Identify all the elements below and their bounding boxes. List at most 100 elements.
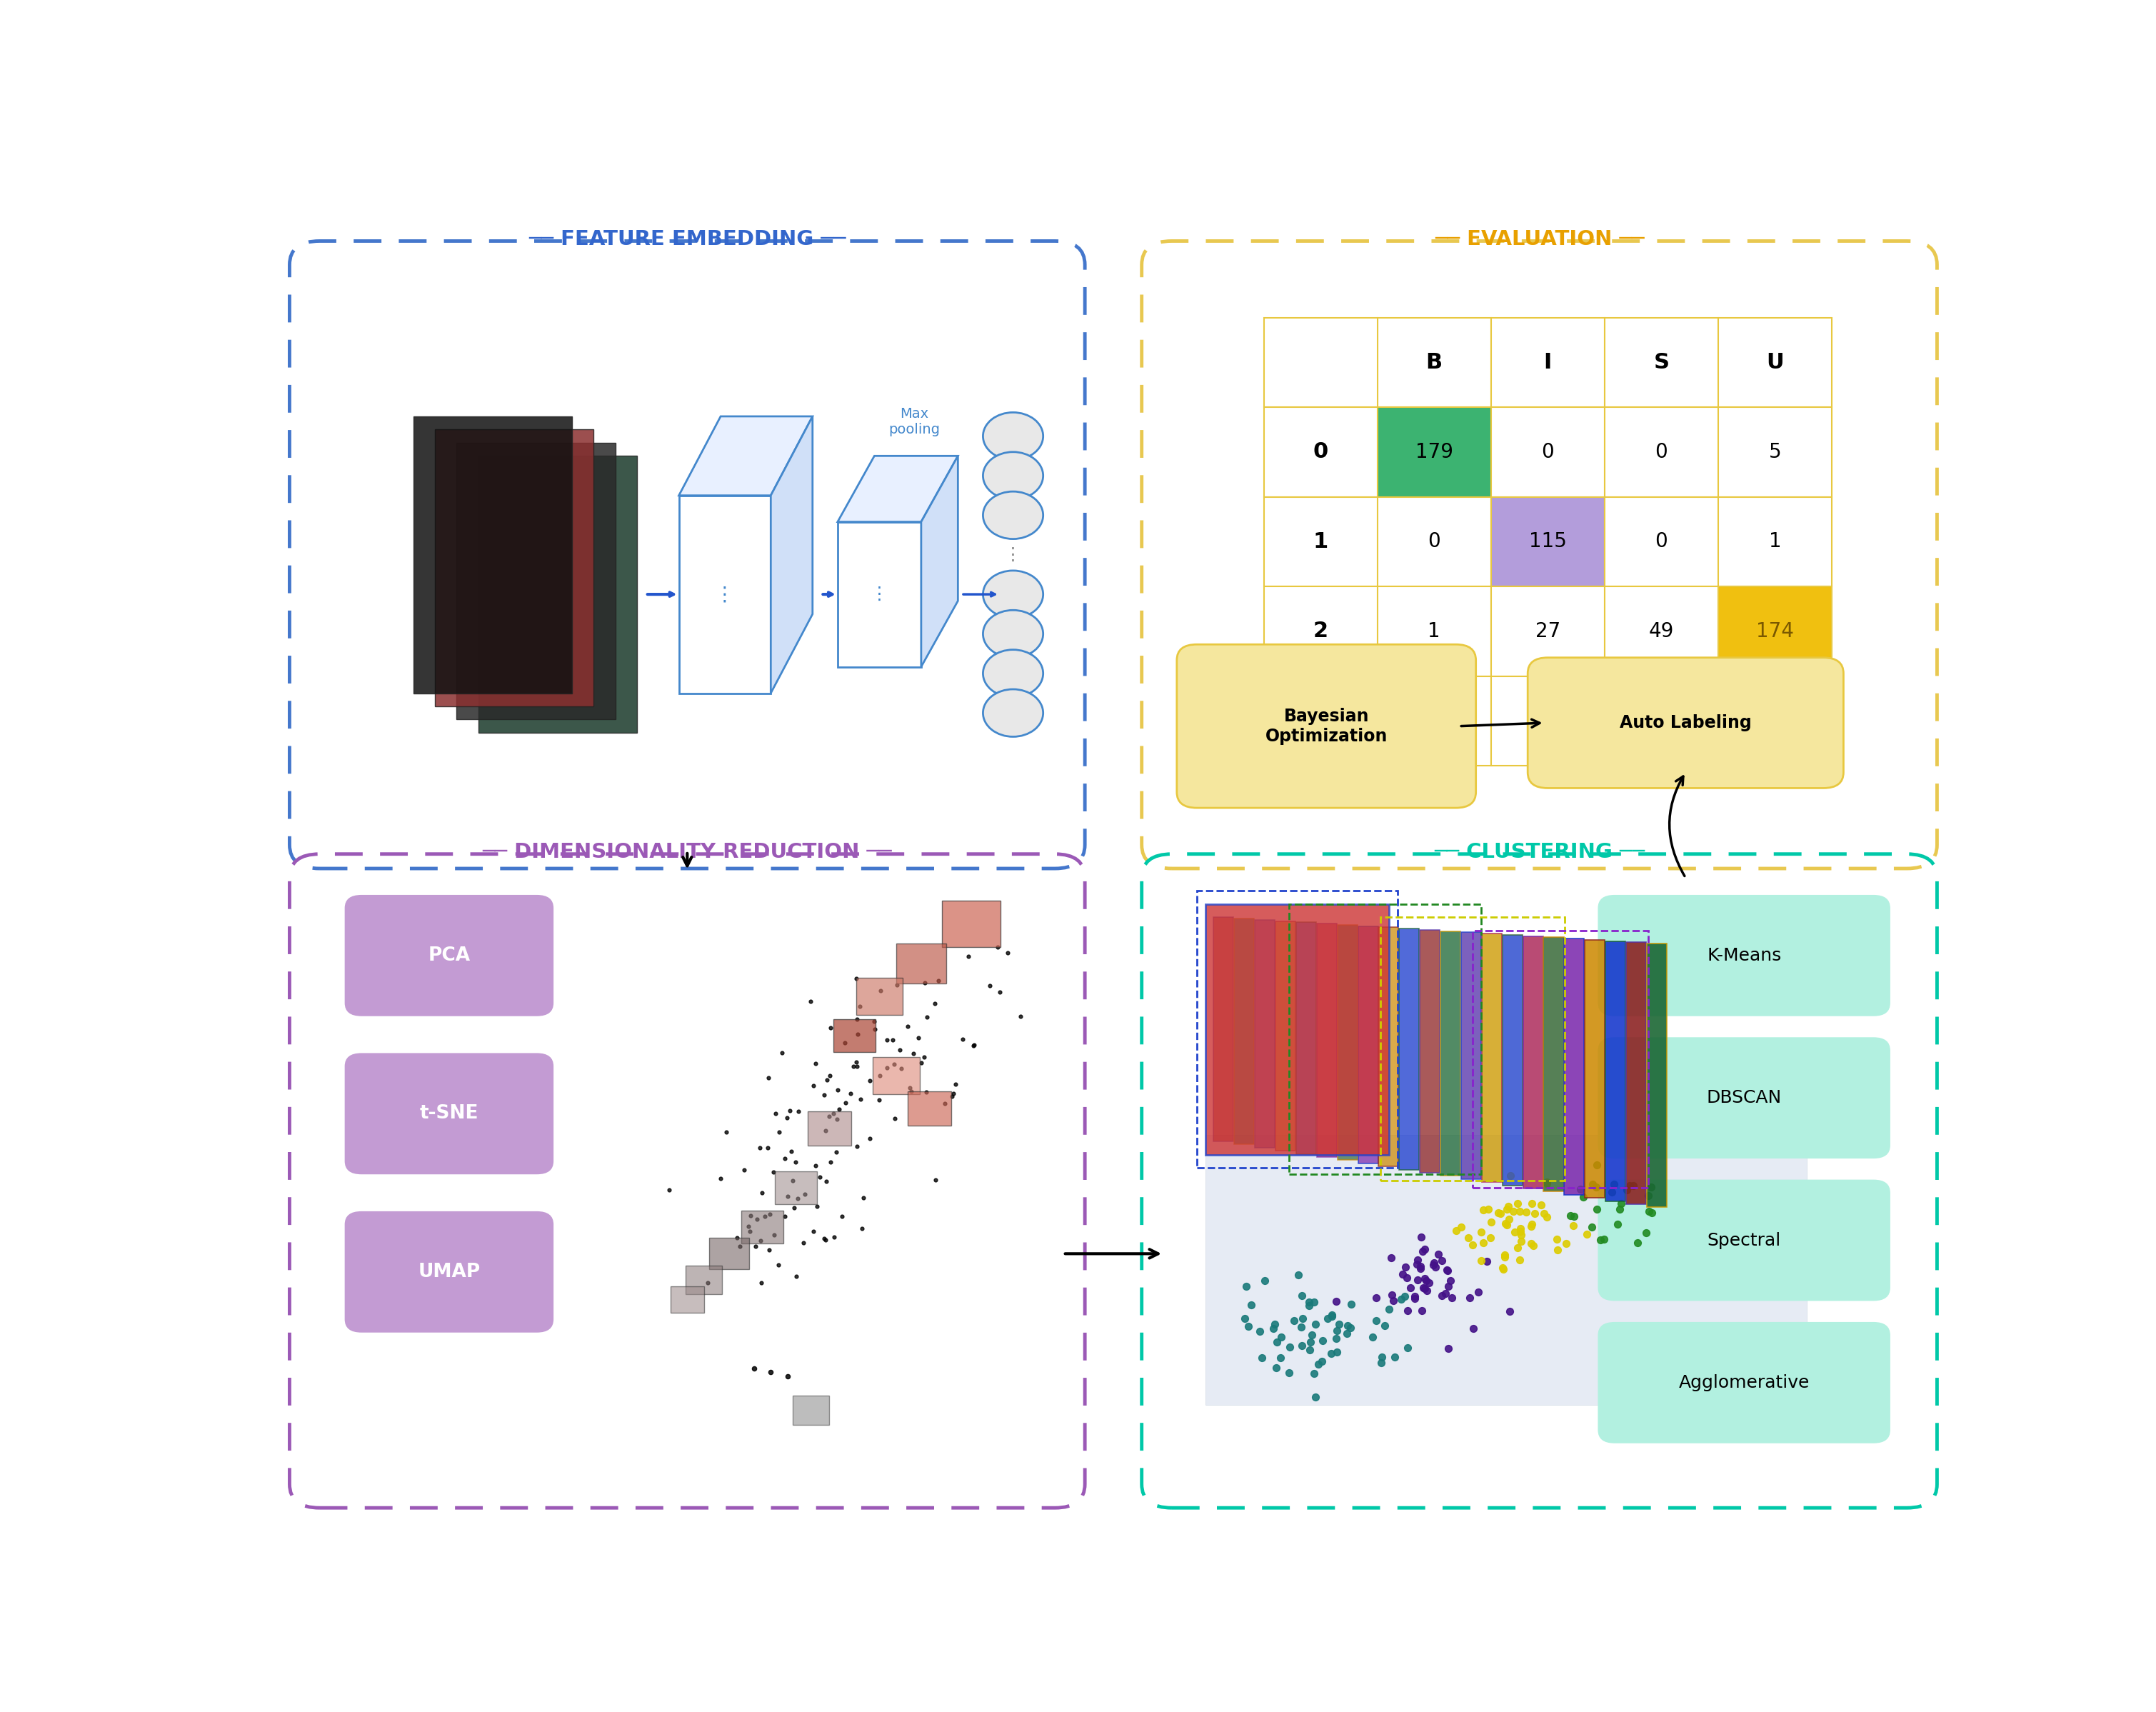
Point (1272, 1359, 1307, 1387)
Text: 0: 0 (1542, 442, 1554, 462)
Point (798, 1049, 832, 1077)
FancyBboxPatch shape (1492, 587, 1604, 676)
FancyBboxPatch shape (1263, 587, 1378, 676)
Point (1516, 1190, 1550, 1217)
Point (1298, 1287, 1332, 1315)
Text: 174: 174 (1757, 621, 1794, 642)
Point (1432, 1257, 1466, 1284)
Point (1233, 1291, 1268, 1318)
Point (903, 1049, 938, 1077)
Point (774, 1137, 809, 1164)
Point (1285, 1305, 1319, 1332)
FancyBboxPatch shape (1529, 657, 1843, 788)
Point (770, 1363, 804, 1390)
Point (809, 1118, 843, 1145)
Point (802, 1164, 837, 1192)
Point (1524, 1192, 1559, 1219)
Circle shape (983, 491, 1044, 539)
FancyBboxPatch shape (479, 455, 638, 733)
Point (1421, 1241, 1455, 1269)
Point (843, 993, 877, 1020)
Point (770, 1104, 804, 1132)
Point (776, 1168, 811, 1195)
Point (1373, 1245, 1408, 1272)
Point (1434, 1267, 1468, 1294)
FancyBboxPatch shape (1598, 895, 1891, 1017)
Point (1315, 1301, 1350, 1329)
Point (1298, 1311, 1332, 1339)
Point (1257, 1315, 1291, 1342)
Point (787, 1229, 821, 1257)
FancyBboxPatch shape (742, 1210, 783, 1243)
Point (703, 1164, 737, 1192)
Point (742, 1135, 776, 1162)
Point (1466, 1229, 1501, 1257)
Point (1412, 1269, 1447, 1296)
Point (1488, 1210, 1522, 1238)
Point (1466, 1197, 1501, 1224)
Point (1503, 1217, 1537, 1245)
Point (1231, 1313, 1266, 1340)
Point (944, 1025, 979, 1053)
Point (1257, 1311, 1291, 1339)
FancyBboxPatch shape (457, 443, 614, 719)
Point (780, 1097, 815, 1125)
Point (813, 1014, 847, 1041)
Point (772, 1097, 806, 1125)
Point (740, 1205, 774, 1233)
Point (1580, 1150, 1615, 1178)
Point (731, 1212, 765, 1239)
Point (722, 1233, 757, 1260)
Point (834, 1080, 869, 1108)
Point (1602, 1195, 1636, 1222)
FancyBboxPatch shape (345, 1212, 554, 1332)
Text: 49: 49 (1649, 621, 1673, 642)
Point (1229, 1274, 1263, 1301)
FancyBboxPatch shape (834, 1019, 875, 1053)
Text: ── CLUSTERING ──: ── CLUSTERING ── (1434, 842, 1645, 861)
Point (927, 1091, 962, 1118)
FancyBboxPatch shape (436, 430, 593, 707)
Point (921, 967, 955, 995)
FancyBboxPatch shape (1718, 496, 1833, 587)
Point (1294, 1329, 1328, 1356)
Point (813, 1149, 847, 1176)
FancyBboxPatch shape (908, 1091, 951, 1125)
Point (809, 1168, 843, 1195)
Polygon shape (1421, 930, 1440, 1173)
Text: 0: 0 (1313, 442, 1328, 462)
Point (765, 1039, 800, 1067)
Point (1464, 1246, 1498, 1274)
Point (752, 1200, 787, 1228)
Point (1548, 1229, 1583, 1257)
Text: 5: 5 (1768, 442, 1781, 462)
Text: 0: 0 (1427, 532, 1440, 551)
Point (869, 1055, 903, 1082)
Point (882, 1036, 916, 1063)
Point (992, 940, 1026, 967)
Point (709, 1118, 744, 1145)
Point (744, 1180, 778, 1207)
Text: ⋮: ⋮ (1005, 546, 1022, 563)
Point (1404, 1255, 1438, 1282)
Circle shape (983, 649, 1044, 697)
Polygon shape (1378, 928, 1399, 1166)
Point (1294, 1322, 1328, 1349)
Polygon shape (679, 416, 813, 495)
Text: Auto Labeling: Auto Labeling (1619, 714, 1751, 731)
Polygon shape (1276, 921, 1296, 1150)
Point (1244, 1344, 1279, 1371)
Polygon shape (1585, 940, 1604, 1198)
Point (1391, 1298, 1425, 1325)
Point (1455, 1231, 1490, 1258)
Polygon shape (1399, 928, 1419, 1169)
Point (1492, 1205, 1526, 1233)
Point (1529, 1169, 1563, 1197)
Point (1322, 1310, 1356, 1337)
FancyBboxPatch shape (1492, 676, 1604, 765)
Point (843, 1085, 877, 1113)
Point (1470, 1195, 1505, 1222)
Point (1285, 1332, 1319, 1359)
Point (1600, 1210, 1634, 1238)
Text: 115: 115 (1529, 532, 1567, 551)
